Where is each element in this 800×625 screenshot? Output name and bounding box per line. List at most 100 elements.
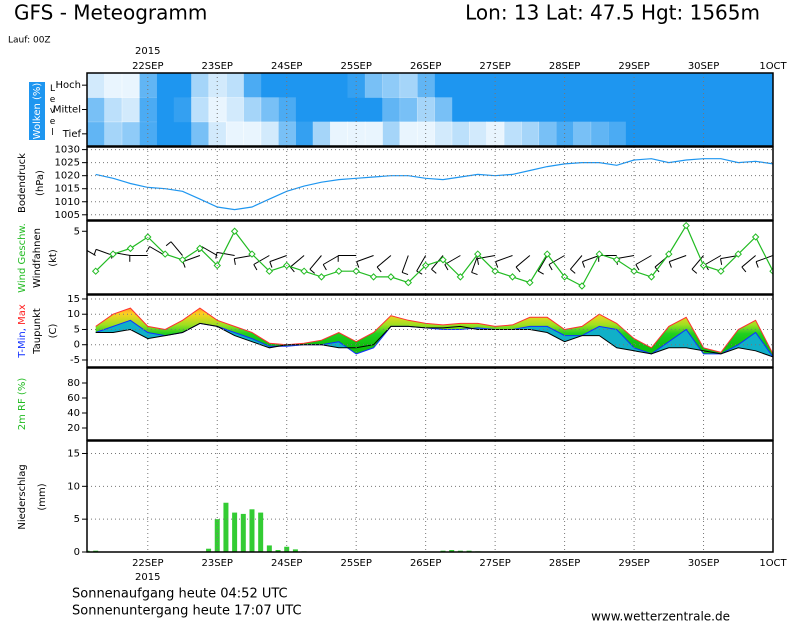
wind-marker <box>682 221 690 230</box>
temp-unit: (C) <box>48 324 59 339</box>
precip-bar <box>249 509 255 552</box>
wind-barb <box>495 255 513 263</box>
wind-barb <box>182 255 201 263</box>
wind-barb <box>253 255 270 265</box>
wind-label: Wind Geschw. <box>17 223 28 293</box>
wind-barb-feather <box>401 271 409 276</box>
cloud-cell <box>139 121 157 147</box>
panel-frame <box>86 146 774 221</box>
cloud-cell <box>191 97 210 123</box>
wind-barb <box>322 255 340 265</box>
cloud-cell <box>416 121 435 147</box>
wind-barb <box>705 255 722 265</box>
wind-marker <box>543 250 551 258</box>
y-tick-label: 15 <box>67 448 80 459</box>
y-tick-label: 1025 <box>55 158 80 169</box>
wind-marker <box>387 273 395 281</box>
cloud-label: Wolken (%) <box>32 83 43 140</box>
precip-bar <box>266 545 272 552</box>
wind-marker <box>526 278 534 287</box>
wind-marker <box>474 250 482 258</box>
level-name: Mittel <box>53 105 81 116</box>
wind-barb-feather <box>471 271 478 276</box>
wind-barb-feather <box>253 264 258 271</box>
wind-barb-feather <box>476 258 479 265</box>
wind-marker <box>230 227 239 235</box>
x-tick-label: 23SEP <box>202 558 233 569</box>
cloud-cell <box>330 73 348 98</box>
panel-frame <box>86 440 774 553</box>
wind-barb <box>269 255 287 263</box>
pressure-unit: (hPa) <box>35 170 46 196</box>
panel-frame <box>86 72 774 147</box>
cloud-cell <box>313 97 331 122</box>
wind-marker <box>126 244 135 253</box>
cloud-cell <box>660 122 678 147</box>
wind-marker <box>578 282 586 290</box>
cloud-cell <box>261 73 279 98</box>
wind-barb-feather <box>495 261 499 268</box>
level-name: Hoch <box>56 80 81 91</box>
precip-bar <box>206 548 212 552</box>
wind-barb-feather <box>322 264 327 271</box>
wind-barb-feather <box>741 266 747 273</box>
level-label: Level <box>48 84 58 139</box>
cloud-cell <box>486 121 505 147</box>
y-tick-label: 1010 <box>55 197 80 208</box>
wind-barb <box>201 246 218 256</box>
wind-line <box>95 224 773 287</box>
cloud-cell <box>573 73 591 98</box>
wind-marker <box>612 256 621 264</box>
temp-fill <box>95 308 773 357</box>
wind-marker <box>439 256 447 264</box>
cloud-cell <box>712 122 730 147</box>
cloud-cell <box>208 121 227 147</box>
cloud-cell <box>747 122 765 147</box>
wind-marker <box>717 267 725 275</box>
wind-barb <box>548 255 565 265</box>
cloud-cell <box>590 121 609 147</box>
year-label: 2015 <box>135 46 160 57</box>
wind-barb <box>741 255 756 268</box>
cloud-cell <box>555 121 574 147</box>
cloud-cell <box>104 73 123 98</box>
sunrise: Sonnenaufgang heute 04:52 UTC <box>72 587 288 602</box>
precip-unit: (mm) <box>37 483 48 510</box>
wind-barb-feather <box>515 266 521 273</box>
wind-barb <box>216 251 235 256</box>
cloud-cell <box>87 97 105 123</box>
cloud-cell <box>608 97 626 122</box>
wind-barb-feather <box>755 261 759 268</box>
cloud-cell <box>747 73 765 98</box>
barb-label: Windfahnen <box>32 228 43 288</box>
run: Lauf: 00Z <box>8 36 51 46</box>
cloud-cell <box>364 73 383 98</box>
precip-bar <box>223 502 229 552</box>
cloud-cell <box>660 73 678 98</box>
source: www.wetterzentrale.de <box>591 610 730 624</box>
wind-barb <box>356 255 374 263</box>
precip-bar <box>258 512 264 552</box>
cloud-cell <box>591 73 609 98</box>
cloud-cell <box>225 73 244 98</box>
cloud-cell <box>503 121 522 147</box>
y-tick-label: 1020 <box>55 171 80 182</box>
wind-marker <box>300 267 308 275</box>
cloud-cell <box>225 97 244 123</box>
x-tick-label: 23SEP <box>202 61 233 72</box>
cloud-cell <box>104 121 123 147</box>
cloud-cell <box>521 121 540 147</box>
y-tick-label: 5 <box>74 226 80 237</box>
cloud-cell <box>434 121 453 147</box>
wind-barb-feather <box>431 268 437 274</box>
precip-bar <box>240 513 246 552</box>
cloud-cell <box>313 73 331 98</box>
panel-frame <box>86 294 774 368</box>
dew-label: Taupunkt <box>32 308 43 355</box>
wind-barb-feather <box>691 268 698 274</box>
x-tick-label: 28SEP <box>549 558 580 569</box>
wind-marker <box>647 273 656 281</box>
panel-frame <box>86 220 774 295</box>
cloud-cell <box>87 121 105 147</box>
pressure-line <box>95 158 773 211</box>
